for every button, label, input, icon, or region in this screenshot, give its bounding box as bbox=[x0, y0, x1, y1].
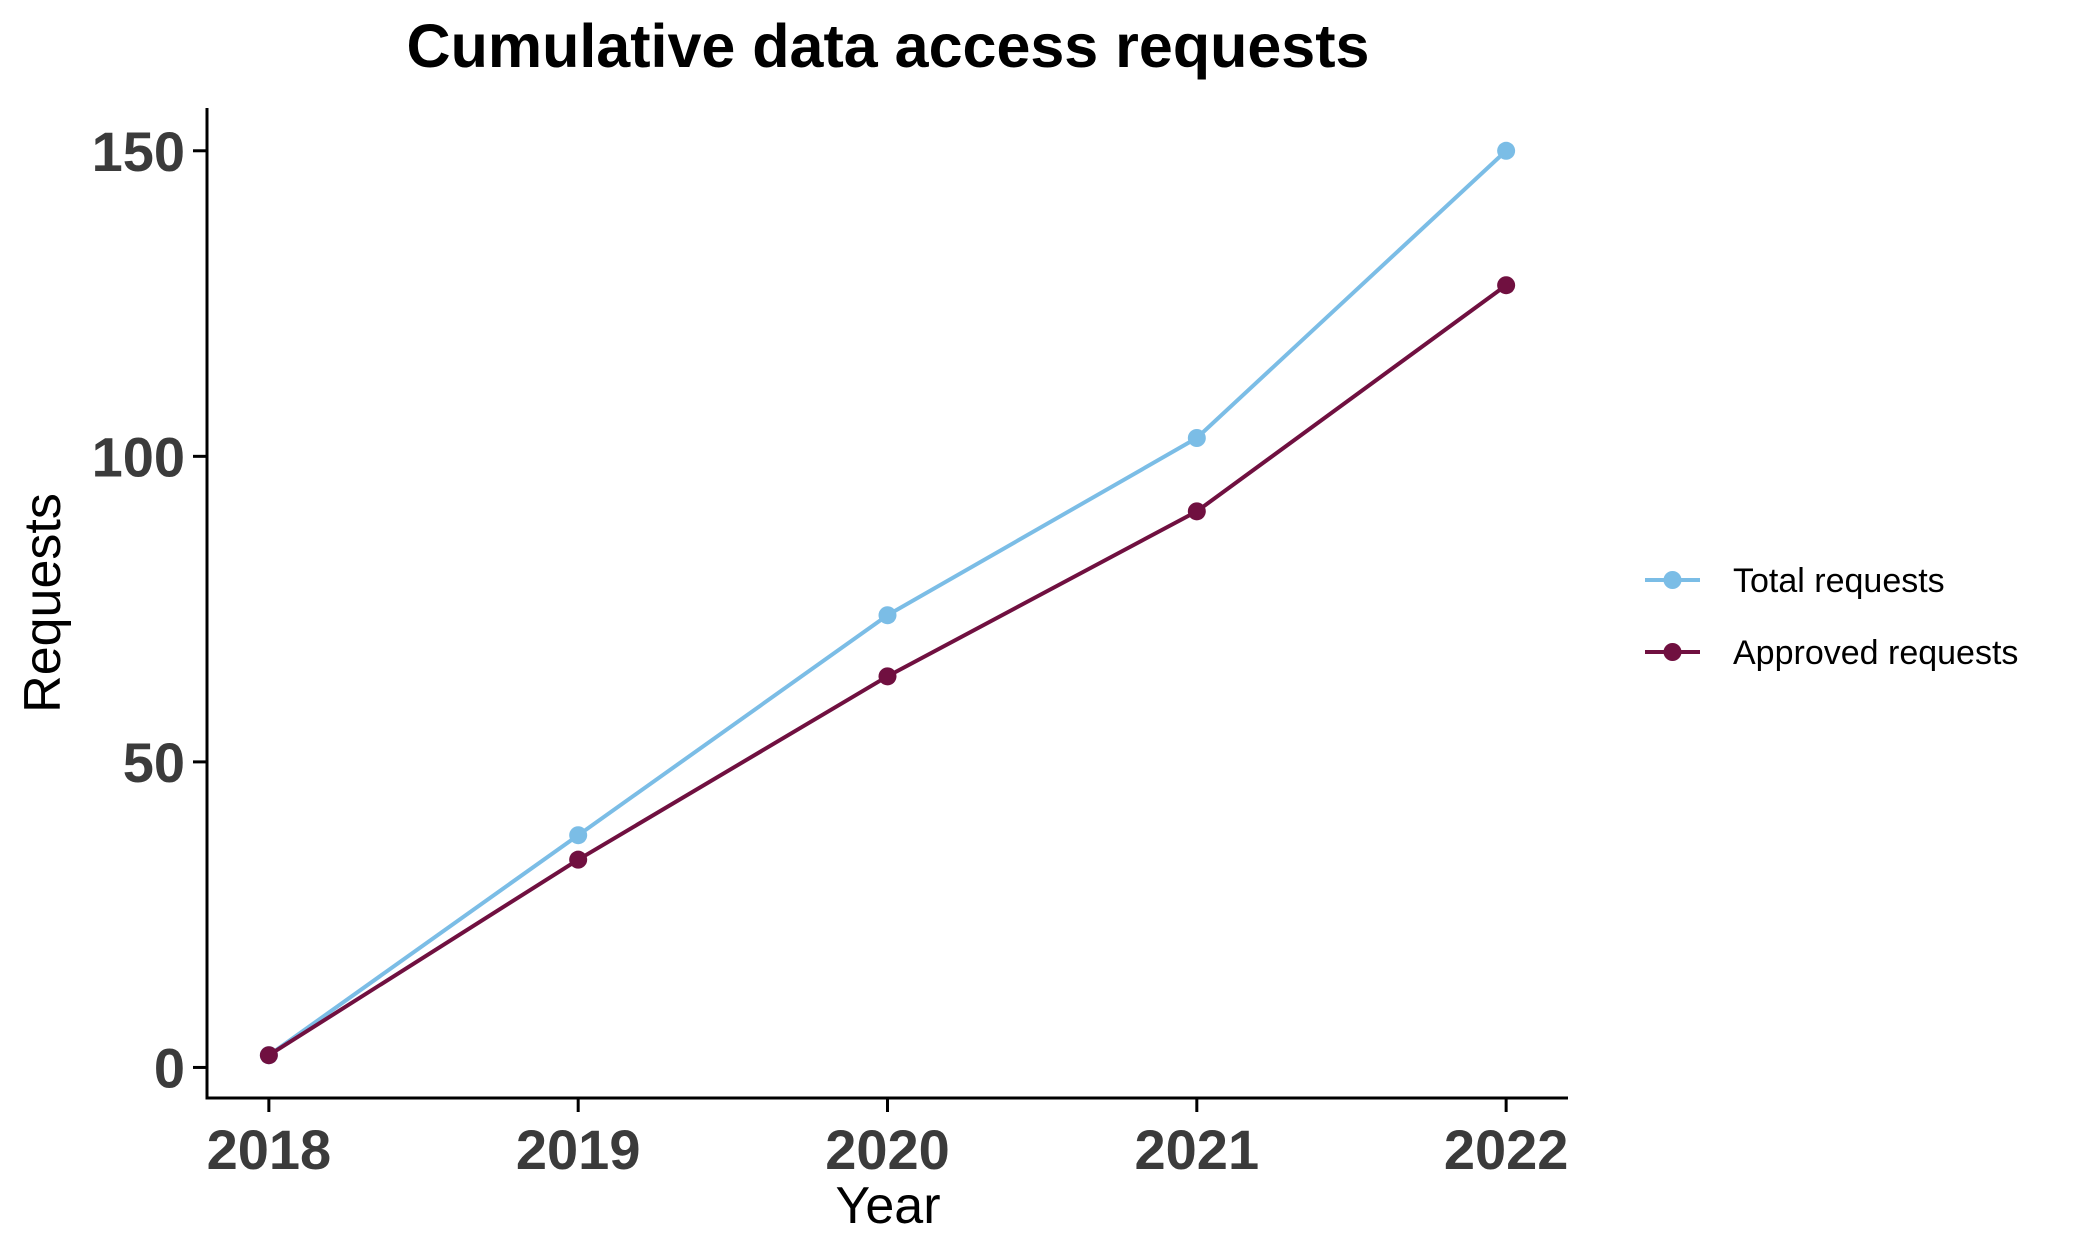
series-total-requests bbox=[259, 141, 1516, 1065]
data-point bbox=[878, 667, 897, 686]
y-tick-label: 150 bbox=[92, 120, 185, 183]
y-axis-title: Requests bbox=[14, 493, 72, 713]
x-tick-label: 2020 bbox=[825, 1118, 950, 1181]
x-ticks: 2018 2019 2020 2021 2022 bbox=[207, 1098, 1569, 1181]
legend-item: Total requests bbox=[1645, 562, 1945, 600]
data-point bbox=[1497, 141, 1516, 160]
x-axis-title: Year bbox=[835, 1177, 940, 1235]
axes bbox=[205, 108, 1568, 1100]
y-tick-label: 0 bbox=[154, 1036, 185, 1099]
x-tick-label: 2019 bbox=[516, 1118, 641, 1181]
y-ticks: 0 50 100 150 bbox=[92, 120, 207, 1099]
legend-label: Total requests bbox=[1733, 562, 1945, 600]
data-point bbox=[1497, 276, 1516, 295]
legend-point-swatch bbox=[1663, 571, 1682, 589]
y-tick-label: 50 bbox=[123, 731, 185, 794]
data-point bbox=[1187, 429, 1206, 447]
data-point bbox=[569, 850, 588, 869]
data-point bbox=[259, 1046, 278, 1065]
y-tick-label: 100 bbox=[92, 425, 185, 488]
series-approved-requests bbox=[259, 276, 1516, 1065]
series-line bbox=[267, 149, 1508, 1057]
series-layer bbox=[259, 141, 1516, 1065]
x-tick-label: 2022 bbox=[1444, 1118, 1569, 1181]
legend-item: Approved requests bbox=[1645, 634, 2018, 672]
chart-title: Cumulative data access requests bbox=[407, 12, 1370, 80]
x-tick-label: 2021 bbox=[1135, 1118, 1260, 1181]
legend: Total requests Approved requests bbox=[1645, 562, 2018, 672]
data-point bbox=[878, 606, 897, 625]
legend-point-swatch bbox=[1663, 643, 1682, 661]
x-tick-label: 2018 bbox=[207, 1118, 332, 1181]
data-point bbox=[569, 826, 588, 845]
data-point bbox=[1187, 502, 1206, 521]
legend-label: Approved requests bbox=[1733, 634, 2018, 672]
